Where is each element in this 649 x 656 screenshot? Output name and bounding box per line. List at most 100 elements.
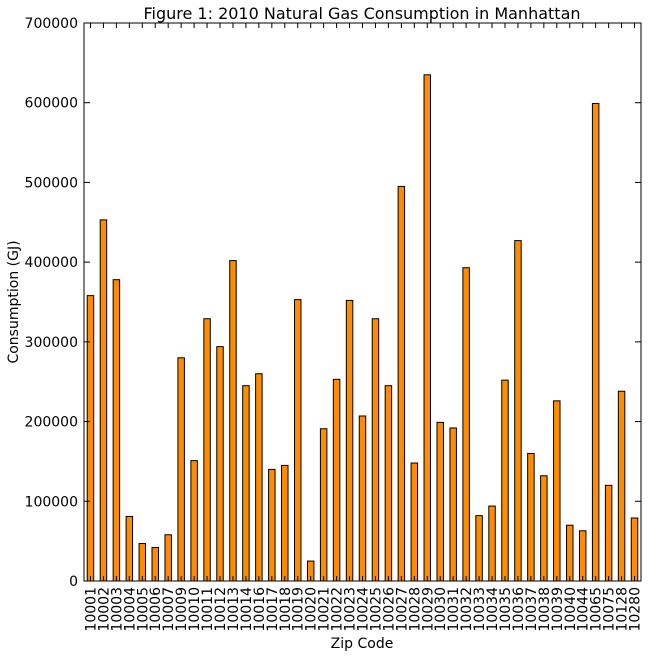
bar-10006 bbox=[151, 547, 159, 582]
bar-10031 bbox=[449, 427, 457, 582]
bar-10005 bbox=[138, 543, 147, 582]
chart-title: Figure 1: 2010 Natural Gas Consumption i… bbox=[143, 4, 580, 23]
bar-10032 bbox=[462, 267, 470, 582]
x-tick-label: 10027 bbox=[394, 587, 410, 632]
bar-10009 bbox=[177, 357, 185, 582]
x-tick-label: 10019 bbox=[291, 587, 307, 632]
x-axis: 1000110002100031000410005100061000710009… bbox=[83, 23, 644, 632]
x-tick-label: 10037 bbox=[524, 587, 540, 632]
y-tick-label: 0 bbox=[69, 574, 78, 590]
bar-10022 bbox=[332, 378, 341, 582]
x-tick-label: 10039 bbox=[550, 587, 566, 632]
bar-10030 bbox=[436, 421, 444, 582]
x-tick-label: 10025 bbox=[368, 587, 384, 632]
x-tick-label: 10013 bbox=[226, 587, 242, 632]
bar-10010 bbox=[190, 460, 198, 582]
bar-10038 bbox=[540, 475, 548, 582]
x-tick-label: 10065 bbox=[589, 587, 605, 632]
bar-10033 bbox=[475, 515, 483, 582]
bar-10034 bbox=[488, 505, 496, 582]
x-tick-label: 10038 bbox=[537, 587, 553, 632]
x-tick-label: 10024 bbox=[356, 587, 372, 632]
x-tick-label: 10017 bbox=[265, 587, 281, 632]
bar-10026 bbox=[384, 385, 393, 582]
x-tick-label: 10021 bbox=[317, 587, 333, 632]
x-axis-label: Zip Code bbox=[331, 636, 394, 652]
x-tick-label: 10002 bbox=[96, 587, 112, 632]
bar-10014 bbox=[242, 385, 250, 582]
bar-10019 bbox=[293, 299, 302, 582]
bar-10001 bbox=[86, 295, 95, 582]
bar-10065 bbox=[591, 103, 600, 582]
x-tick-label: 10020 bbox=[304, 587, 320, 632]
bar-10029 bbox=[423, 74, 432, 582]
x-tick-label: 10006 bbox=[148, 587, 164, 632]
bar-10028 bbox=[410, 462, 419, 582]
bar-10003 bbox=[112, 279, 121, 582]
x-tick-label: 10034 bbox=[485, 587, 501, 632]
bar-10027 bbox=[397, 185, 406, 582]
bar-10128 bbox=[617, 390, 626, 582]
y-axis: 0 100000 200000 300000 400000 500000 600000 700… bbox=[25, 16, 641, 590]
x-tick-label: 10280 bbox=[628, 587, 644, 632]
bar-10025 bbox=[371, 318, 380, 582]
bar-10039 bbox=[553, 400, 561, 582]
bar-10044 bbox=[578, 530, 587, 582]
bar-10017 bbox=[268, 468, 276, 582]
x-tick-label: 10014 bbox=[239, 587, 255, 632]
x-tick-label: 10018 bbox=[278, 587, 294, 632]
bar-10075 bbox=[604, 484, 613, 582]
x-tick-label: 10044 bbox=[576, 587, 592, 632]
bar-10040 bbox=[566, 524, 574, 582]
x-tick-label: 10016 bbox=[252, 587, 268, 632]
bar-10018 bbox=[281, 464, 289, 582]
y-tick-label: 500000 bbox=[25, 175, 78, 191]
y-axis-label: Consumption (GJ) bbox=[6, 240, 22, 363]
x-tick-label: 10040 bbox=[563, 587, 579, 632]
x-tick-label: 10003 bbox=[109, 587, 125, 632]
bar-10024 bbox=[358, 415, 367, 582]
y-tick-label: 200000 bbox=[25, 415, 78, 431]
x-tick-label: 10032 bbox=[459, 587, 475, 632]
x-tick-label: 10004 bbox=[122, 587, 138, 632]
bars-group bbox=[86, 74, 639, 582]
y-tick-label: 700000 bbox=[25, 16, 78, 32]
x-tick-label: 10005 bbox=[135, 587, 151, 632]
x-tick-label: 10128 bbox=[615, 587, 631, 632]
x-tick-label: 10012 bbox=[213, 587, 229, 632]
x-tick-label: 10009 bbox=[174, 587, 190, 632]
bar-10007 bbox=[164, 534, 172, 582]
x-tick-label: 10075 bbox=[602, 587, 618, 632]
x-tick-label: 10010 bbox=[187, 587, 203, 632]
x-tick-label: 10036 bbox=[511, 587, 527, 632]
y-tick-label: 600000 bbox=[25, 96, 78, 112]
bar-10011 bbox=[203, 318, 211, 582]
bar-10012 bbox=[216, 346, 224, 582]
bar-10037 bbox=[527, 452, 535, 582]
x-tick-label: 10035 bbox=[498, 587, 514, 632]
x-tick-label: 10030 bbox=[433, 587, 449, 632]
bar-10021 bbox=[319, 428, 328, 582]
y-tick-label: 100000 bbox=[25, 494, 78, 510]
bar-10280 bbox=[630, 517, 639, 582]
x-tick-label: 10031 bbox=[446, 587, 462, 632]
x-tick-label: 10033 bbox=[472, 587, 488, 632]
x-tick-label: 10007 bbox=[161, 587, 177, 632]
x-tick-label: 10029 bbox=[420, 587, 436, 632]
x-tick-label: 10026 bbox=[381, 587, 397, 632]
x-tick-label: 10028 bbox=[407, 587, 423, 632]
bar-10016 bbox=[255, 373, 263, 582]
bar-10035 bbox=[501, 379, 509, 582]
x-tick-label: 10011 bbox=[200, 587, 216, 632]
x-tick-label: 10022 bbox=[330, 587, 346, 632]
y-tick-label: 300000 bbox=[25, 335, 78, 351]
x-tick-label: 10023 bbox=[343, 587, 359, 632]
bar-10004 bbox=[125, 515, 134, 582]
bar-10002 bbox=[99, 219, 108, 582]
y-tick-label: 400000 bbox=[25, 255, 78, 271]
bar-10036 bbox=[514, 240, 522, 582]
bar-10023 bbox=[345, 299, 354, 582]
bar-10013 bbox=[229, 260, 237, 582]
